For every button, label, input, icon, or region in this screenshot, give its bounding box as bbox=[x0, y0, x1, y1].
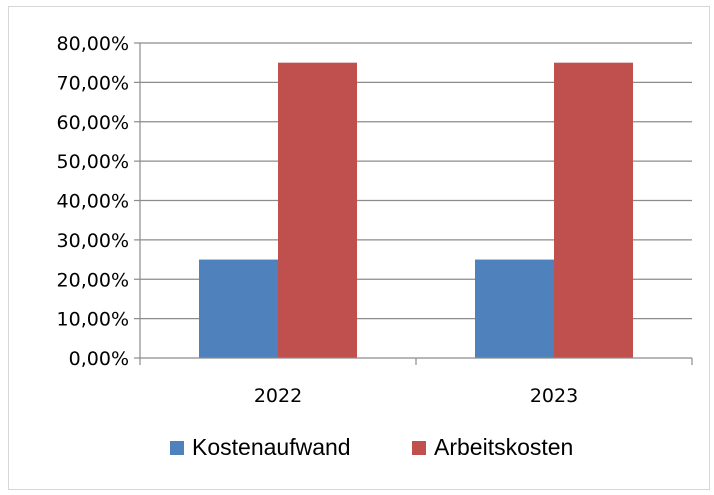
y-tick-label: 60,00% bbox=[57, 112, 129, 134]
y-tick-label: 30,00% bbox=[57, 230, 129, 252]
legend-label-kostenaufwand: Kostenaufwand bbox=[192, 434, 351, 460]
legend-label-arbeitskosten: Arbeitskosten bbox=[434, 434, 573, 460]
y-tick-label: 50,00% bbox=[57, 151, 129, 173]
axes bbox=[134, 42, 693, 365]
legend-swatch-arbeitskosten bbox=[412, 441, 426, 455]
x-tick-label: 2022 bbox=[254, 385, 302, 407]
y-tick-label: 10,00% bbox=[57, 309, 129, 331]
x-tick-label: 2023 bbox=[530, 385, 578, 407]
y-tick-label: 20,00% bbox=[57, 269, 129, 291]
y-tick-label: 80,00% bbox=[57, 33, 129, 55]
y-tick-label: 70,00% bbox=[57, 72, 129, 94]
x-axis-tick-labels: 2022 2023 bbox=[254, 385, 578, 407]
y-axis-tick-labels: 0,00% 10,00% 20,00% 30,00% 40,00% 50,00% 60,00… bbox=[57, 33, 129, 370]
bar-kostenaufwand-2023 bbox=[475, 259, 554, 358]
bar-arbeitskosten-2023 bbox=[554, 62, 633, 358]
bar-arbeitskosten-2022 bbox=[278, 62, 357, 358]
y-tick-label: 40,00% bbox=[57, 191, 129, 213]
bars bbox=[199, 62, 633, 358]
bar-kostenaufwand-2022 bbox=[199, 259, 278, 358]
y-tick-label: 0,00% bbox=[69, 348, 129, 370]
legend: Kostenaufwand Arbeitskosten bbox=[170, 434, 573, 460]
legend-swatch-kostenaufwand bbox=[170, 441, 184, 455]
